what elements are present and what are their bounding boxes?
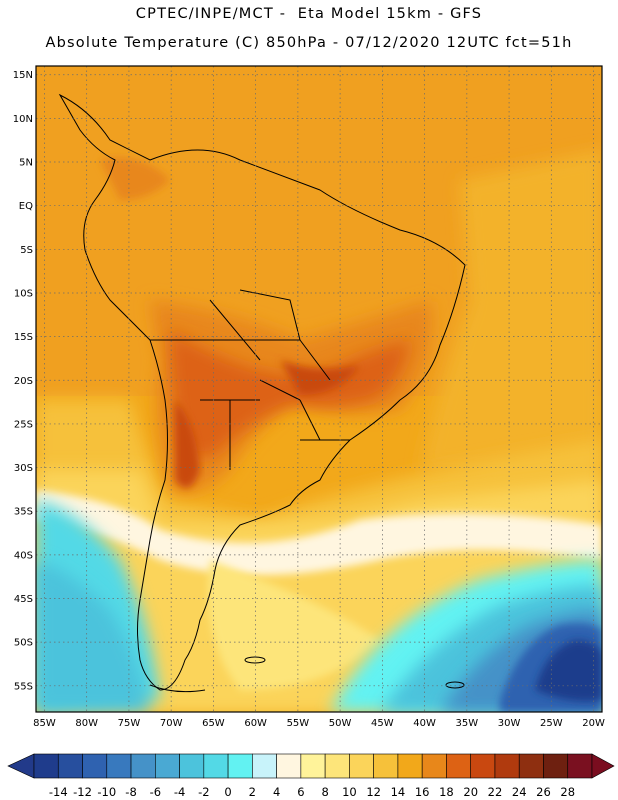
latitude-label: 25S <box>14 419 33 430</box>
longitude-label: 70W <box>160 718 183 729</box>
longitude-label: 30W <box>498 718 521 729</box>
colorbar-tick-label: 16 <box>415 785 430 799</box>
colorbar-tick-label: -2 <box>198 785 209 799</box>
colorbar-swatch <box>349 753 374 779</box>
colorbar-tick-label: 20 <box>463 785 478 799</box>
colorbar-swatch <box>33 753 59 779</box>
colorbar-tick-label: -10 <box>97 785 116 799</box>
colorbar-tick-label: 24 <box>512 785 527 799</box>
colorbar-swatch <box>227 753 253 779</box>
colorbar-tick-label: 10 <box>342 785 357 799</box>
colorbar-swatch <box>494 753 520 779</box>
colorbar-swatch <box>300 753 326 779</box>
colorbar-tick-label: 14 <box>391 785 406 799</box>
colorbar-tick-label: -4 <box>174 785 185 799</box>
colorbar-tick-label: 22 <box>488 785 503 799</box>
colorbar-swatch <box>130 753 156 779</box>
longitude-label: 85W <box>33 718 56 729</box>
longitude-label: 50W <box>329 718 352 729</box>
colorbar-tick-label: 2 <box>249 785 256 799</box>
colorbar-swatch <box>373 753 399 779</box>
colorbar-tick-label: 0 <box>224 785 231 799</box>
latitude-label: EQ <box>19 201 33 212</box>
colorbar-tick-label: 6 <box>297 785 304 799</box>
colorbar-swatch <box>324 753 350 779</box>
colorbar-swatch <box>57 753 83 779</box>
colorbar-swatch <box>518 753 544 779</box>
colorbar-swatch <box>276 753 302 779</box>
latitude-label: 40S <box>14 550 33 561</box>
colorbar-swatch <box>106 753 132 779</box>
longitude-label: 55W <box>287 718 310 729</box>
colorbar-swatch <box>397 753 423 779</box>
temperature-field <box>36 66 602 712</box>
colorbar-swatch <box>421 753 447 779</box>
latitude-label: 45S <box>14 594 33 605</box>
colorbar-tick-label: 18 <box>439 785 454 799</box>
colorbar-extend-low <box>7 753 35 779</box>
colorbar <box>7 753 615 779</box>
longitude-label: 35W <box>456 718 479 729</box>
colorbar-swatch <box>82 753 108 779</box>
longitude-label: 20W <box>582 718 605 729</box>
colorbar-labels: -14 -12 -10 -8 -6 -4 -2 0 2 4 6 8 10 12 14 16 18 20 22 24 26… <box>49 785 575 799</box>
colorbar-tick-label: -6 <box>150 785 161 799</box>
colorbar-swatch <box>252 753 277 779</box>
latitude-labels: 15N 10N 5N EQ 5S 10S 15S 20S 25S 30S 35S 40S 45S 50S 5… <box>13 70 33 692</box>
colorbar-tick-label: 28 <box>560 785 575 799</box>
longitude-label: 60W <box>244 718 267 729</box>
colorbar-swatch <box>179 753 205 779</box>
longitude-label: 25W <box>540 718 563 729</box>
map-title: CPTEC/INPE/MCT - Eta Model 15km - GFS <box>135 6 483 22</box>
latitude-label: 55S <box>14 681 33 692</box>
colorbar-tick-label: -8 <box>125 785 136 799</box>
colorbar-tick-label: 8 <box>321 785 328 799</box>
latitude-label: 10S <box>14 288 33 299</box>
latitude-label: 35S <box>14 507 33 518</box>
colorbar-swatch <box>203 753 229 779</box>
map-frame <box>35 65 603 713</box>
latitude-label: 20S <box>14 376 33 387</box>
colorbar-tick-label: 4 <box>273 785 280 799</box>
latitude-label: 15N <box>13 70 33 81</box>
colorbar-swatch <box>446 753 471 779</box>
longitude-label: 65W <box>202 718 225 729</box>
latitude-label: 5S <box>20 245 33 256</box>
colorbar-tick-label: -14 <box>49 785 68 799</box>
longitude-label: 75W <box>118 718 141 729</box>
colorbar-swatch <box>155 753 180 779</box>
longitude-label: 45W <box>371 718 394 729</box>
map-subtitle: Absolute Temperature (C) 850hPa - 07/12/… <box>45 35 573 51</box>
latitude-label: 10N <box>13 114 33 125</box>
longitude-label: 40W <box>413 718 436 729</box>
latitude-label: 5N <box>19 158 33 169</box>
latitude-label: 30S <box>14 463 33 474</box>
colorbar-swatch <box>543 753 569 779</box>
longitude-label: 80W <box>75 718 98 729</box>
colorbar-tick-label: 26 <box>536 785 551 799</box>
colorbar-tick-label: 12 <box>366 785 381 799</box>
colorbar-swatch <box>470 753 496 779</box>
colorbar-swatch <box>567 753 593 779</box>
latitude-label: 50S <box>14 638 33 649</box>
longitude-labels: 85W 80W 75W 70W 65W 60W 55W 50W 45W 40W 35W 30W 25W 2… <box>33 718 605 729</box>
colorbar-extend-high <box>591 753 615 779</box>
latitude-label: 15S <box>14 332 33 343</box>
colorbar-tick-label: -12 <box>73 785 92 799</box>
